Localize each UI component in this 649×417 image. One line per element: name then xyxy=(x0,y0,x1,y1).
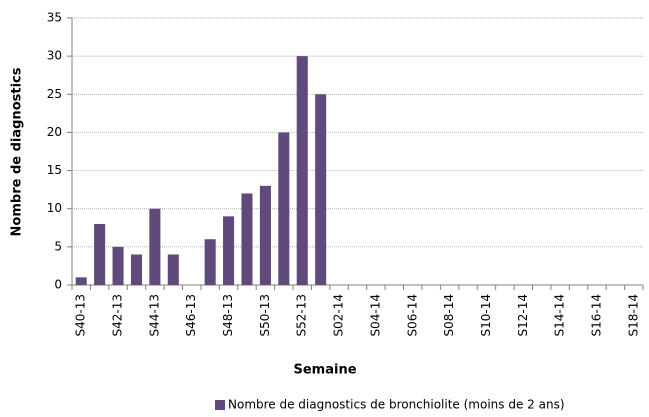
x-tick-label: S48-13 xyxy=(221,294,235,337)
y-tick-label: 25 xyxy=(47,87,62,101)
x-tick-label: S16-14 xyxy=(589,294,603,337)
x-tick-label: S18-14 xyxy=(626,294,640,337)
x-tick-label: S08-14 xyxy=(442,294,456,337)
x-tick-label: S02-14 xyxy=(332,294,346,337)
bar xyxy=(149,208,161,285)
x-tick-label: S42-13 xyxy=(111,294,125,337)
x-axis-title: Semaine xyxy=(293,363,356,378)
x-tick-label: S44-13 xyxy=(147,294,161,337)
y-tick-label: 10 xyxy=(47,201,62,215)
bar xyxy=(112,246,124,285)
bar xyxy=(167,254,179,285)
bar xyxy=(296,56,308,286)
bar xyxy=(259,185,271,285)
y-tick-label: 15 xyxy=(47,163,62,177)
bar xyxy=(204,239,216,285)
bar xyxy=(315,94,327,286)
x-tick-label: S12-14 xyxy=(516,294,530,337)
legend-swatch xyxy=(215,400,225,410)
y-tick-label: 30 xyxy=(47,49,62,63)
bar xyxy=(94,223,106,285)
bar xyxy=(223,216,235,285)
bar xyxy=(278,132,290,285)
x-tick-label: S10-14 xyxy=(479,294,493,337)
y-tick-label: 0 xyxy=(54,278,62,292)
y-axis-title: Nombre de diagnostics xyxy=(10,67,25,236)
y-tick-label: 35 xyxy=(47,11,62,25)
y-tick-label: 5 xyxy=(54,239,62,253)
x-tick-label: S50-13 xyxy=(258,294,272,337)
x-tick-label: S46-13 xyxy=(184,294,198,337)
bar xyxy=(241,193,253,285)
x-tick-label: S06-14 xyxy=(405,294,419,337)
x-tick-label: S52-13 xyxy=(295,294,309,337)
legend-label: Nombre de diagnostics de bronchiolite (m… xyxy=(228,398,565,412)
bar xyxy=(130,254,142,285)
x-tick-label: S40-13 xyxy=(74,294,88,337)
bar xyxy=(75,277,87,285)
x-tick-label: S04-14 xyxy=(368,294,382,337)
y-tick-label: 20 xyxy=(47,125,62,139)
x-tick-label: S14-14 xyxy=(553,294,567,337)
